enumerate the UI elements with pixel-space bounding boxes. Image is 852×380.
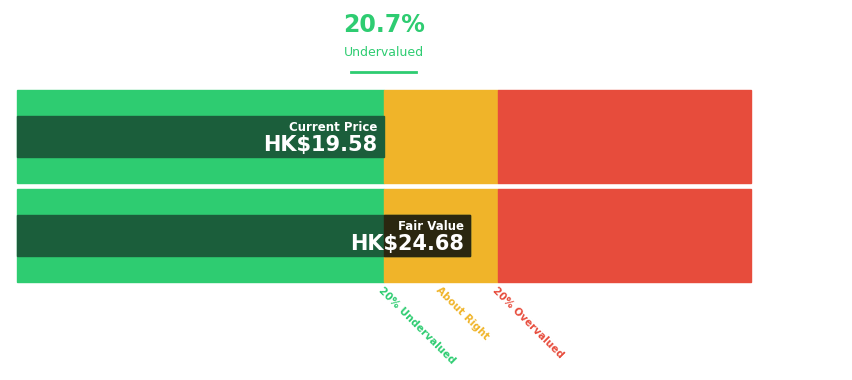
- Text: 20% Overvalued: 20% Overvalued: [490, 285, 565, 360]
- Text: 20% Undervalued: 20% Undervalued: [377, 285, 457, 366]
- Text: HK$19.58: HK$19.58: [262, 135, 377, 155]
- Bar: [497, 90, 750, 183]
- Text: 20.7%: 20.7%: [343, 13, 424, 37]
- Bar: [383, 189, 497, 282]
- Bar: [383, 215, 469, 256]
- Text: Fair Value: Fair Value: [397, 220, 463, 233]
- Bar: [17, 189, 383, 282]
- Bar: [497, 189, 750, 282]
- Bar: [17, 90, 383, 183]
- Text: About Right: About Right: [433, 285, 490, 342]
- Text: Undervalued: Undervalued: [343, 46, 423, 59]
- Text: Current Price: Current Price: [288, 121, 377, 134]
- Bar: [17, 116, 383, 157]
- Bar: [17, 215, 469, 256]
- Text: HK$24.68: HK$24.68: [349, 234, 463, 254]
- Bar: [383, 90, 497, 183]
